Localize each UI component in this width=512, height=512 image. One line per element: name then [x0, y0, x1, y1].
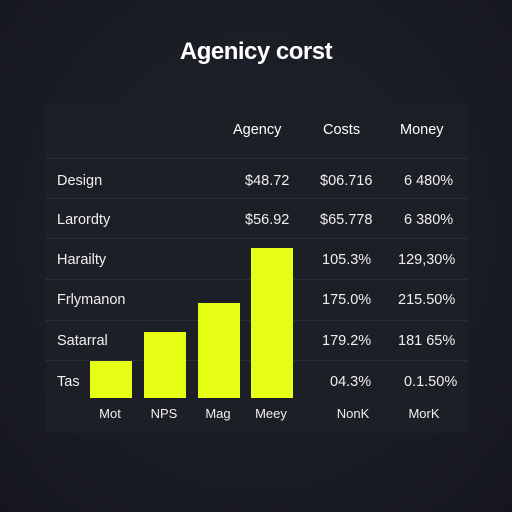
row-label: Larordty	[57, 212, 111, 228]
bar-mot	[90, 361, 132, 398]
bar-mag	[198, 303, 240, 398]
column-header-agency: Agency	[233, 122, 282, 138]
row-label: Frlymanon	[57, 292, 126, 308]
cell-money: 6 480%	[404, 173, 454, 189]
cell-money: 181 65%	[398, 333, 456, 349]
column-header-costs: Costs	[323, 122, 361, 138]
row-label: Design	[57, 173, 103, 189]
row-label: Satarral	[57, 333, 108, 349]
chart-title: Agenicy corst	[179, 38, 333, 65]
cell-agency: $56.92	[245, 212, 290, 228]
cell-agency: $48.72	[245, 173, 290, 189]
bar-category-label: Mag	[205, 406, 231, 421]
cell-money: 215.50%	[398, 292, 456, 308]
bar-category-label: Meey	[255, 406, 287, 421]
cell-costs: $65.778	[320, 212, 373, 228]
cell-costs: 179.2%	[322, 333, 372, 349]
row-label: Harailty	[57, 252, 107, 268]
bar-meey	[251, 248, 293, 398]
row-divider	[45, 158, 468, 159]
bottom-label-costs: NonK	[336, 406, 370, 421]
bottom-label-money: MorK	[408, 406, 440, 421]
bar-nps	[144, 332, 186, 398]
cell-costs: 04.3%	[330, 374, 372, 390]
cell-money: 6 380%	[404, 212, 454, 228]
row-divider	[45, 198, 468, 199]
row-divider	[45, 238, 468, 239]
row-label: Tas	[57, 374, 80, 390]
cell-costs: $06.716	[320, 173, 373, 189]
bar-category-label: Mot	[99, 406, 121, 421]
bar-category-label: NPS	[150, 406, 178, 421]
column-header-money: Money	[400, 122, 444, 138]
cell-money: 0.1.50%	[404, 374, 458, 390]
cell-costs: 105.3%	[322, 252, 372, 268]
cell-money: 129,30%	[398, 252, 456, 268]
cell-costs: 175.0%	[322, 292, 372, 308]
